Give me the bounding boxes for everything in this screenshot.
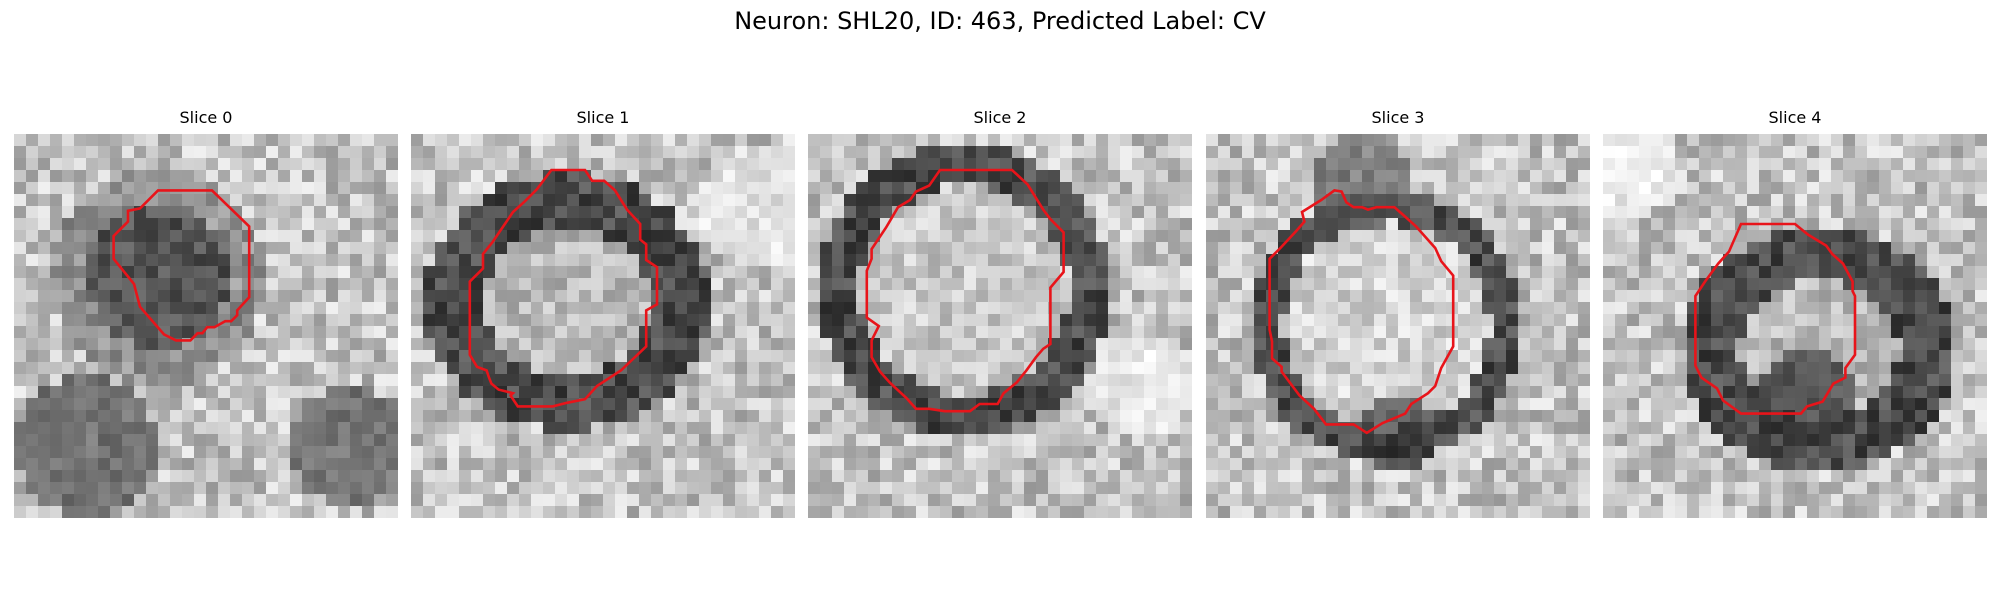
slice-panel-0: Slice 0: [14, 108, 398, 518]
slice-image-2: [808, 134, 1192, 518]
segmentation-contour: [865, 168, 1065, 413]
slice-title-3: Slice 3: [1371, 108, 1425, 127]
segmentation-contour: [468, 168, 659, 408]
segmentation-contour: [112, 189, 251, 342]
slice-panel-4: Slice 4: [1603, 108, 1987, 518]
segmentation-contour: [1694, 222, 1857, 415]
slice-title-2: Slice 2: [973, 108, 1027, 127]
slice-panel-1: Slice 1: [411, 108, 795, 518]
slice-image-4: [1603, 134, 1987, 518]
slice-image-3: [1206, 134, 1590, 518]
slice-image-1: [411, 134, 795, 518]
slice-title-0: Slice 0: [179, 108, 233, 127]
slice-panel-3: Slice 3: [1206, 108, 1590, 518]
slice-title-4: Slice 4: [1768, 108, 1822, 127]
slice-image-0: [14, 134, 398, 518]
slice-panel-2: Slice 2: [808, 108, 1192, 518]
segmentation-contour: [1268, 189, 1455, 435]
figure-title: Neuron: SHL20, ID: 463, Predicted Label:…: [734, 7, 1266, 35]
slice-title-1: Slice 1: [576, 108, 630, 127]
